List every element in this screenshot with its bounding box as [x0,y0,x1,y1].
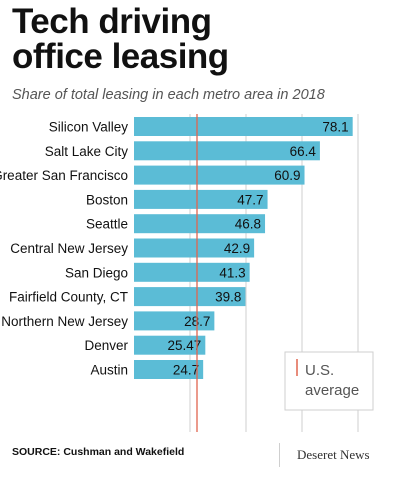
legend-box [284,351,374,411]
bar [134,117,353,136]
bar [134,335,206,355]
category-label: Boston [86,192,128,207]
value-label: 60.9 [274,168,300,183]
footer-divider [279,443,280,467]
bar [134,287,246,307]
value-label: 24.7 [173,363,199,378]
value-label: 46.8 [235,217,261,232]
value-label: 25.47 [168,338,202,353]
bar [134,214,266,234]
publisher-credit: Deseret News [297,447,370,462]
category-label: Austin [90,363,128,378]
value-label: 47.7 [237,192,263,207]
category-label: Seattle [86,217,128,232]
legend-label-line1: U.S. [305,362,334,379]
value-label: 42.9 [224,241,250,256]
bar [134,141,320,161]
category-label: Northern New Jersey [1,314,128,329]
bar [134,360,204,379]
value-label: 39.8 [215,290,241,305]
source-note: SOURCE: Cushman and Wakefield [12,446,185,458]
bar [134,238,255,258]
chart-subtitle: Share of total leasing in each metro are… [12,87,325,103]
category-label: Denver [84,338,128,353]
category-label: Silicon Valley [49,120,129,135]
chart-title: Tech driving office leasing [12,4,392,74]
value-label: 41.3 [219,265,245,280]
value-label: 78.1 [322,120,348,135]
chart-title-line2: office leasing [12,37,229,76]
category-label: Greater San Francisco [0,168,128,183]
bar [134,262,250,282]
category-label: Salt Lake City [45,144,129,159]
legend-label-line2: average [305,382,359,399]
bar [134,165,305,185]
bar [134,311,215,331]
category-label: San Diego [65,265,128,280]
value-label: 66.4 [290,144,317,159]
category-label: Fairfield County, CT [9,290,128,305]
chart-title-line1: Tech driving [12,2,212,41]
bar [134,189,268,209]
category-label: Central New Jersey [10,241,128,256]
